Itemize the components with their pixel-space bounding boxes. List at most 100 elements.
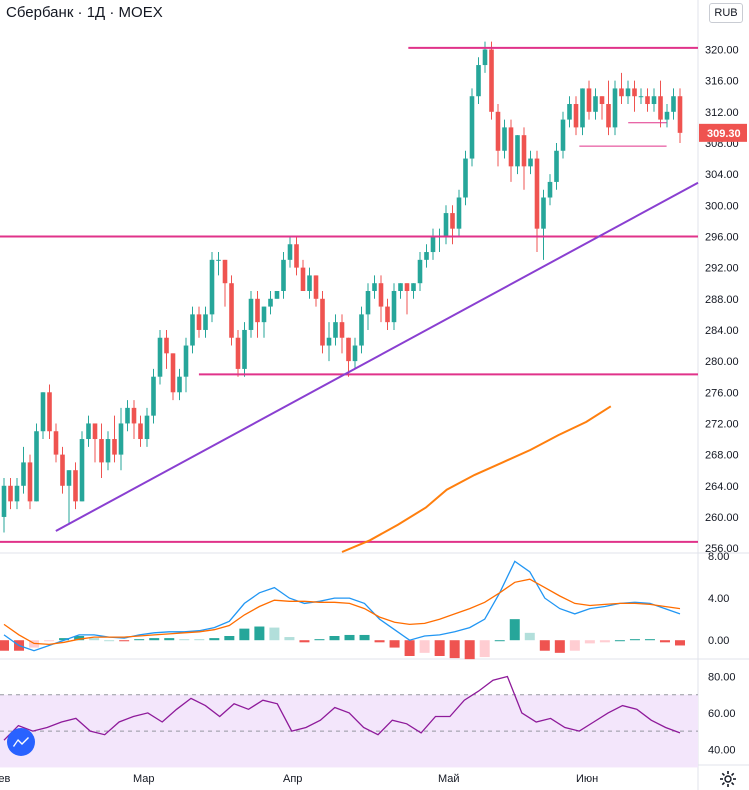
macd-histogram-bar	[449, 640, 460, 659]
candle-body	[196, 314, 202, 330]
macd-histogram-bar	[149, 638, 160, 641]
macd-histogram-bar	[644, 639, 655, 641]
candle-body	[144, 415, 150, 440]
candle-body	[268, 298, 273, 307]
price-tick-label: 304.00	[705, 169, 739, 181]
macd-histogram-bar	[104, 640, 115, 642]
macd-histogram-bar	[269, 627, 280, 641]
price-tick-label: 276.00	[705, 387, 739, 399]
candle-body	[586, 88, 592, 112]
rsi-tick-label: 80.00	[708, 672, 736, 684]
candle-body	[463, 158, 468, 198]
last-price-label: 309.30	[707, 128, 741, 140]
macd-histogram-bar	[419, 640, 430, 653]
candle-body	[287, 244, 293, 260]
candle-body	[515, 135, 520, 167]
candle-body	[138, 423, 143, 440]
candle-body	[53, 431, 59, 455]
candle-body	[528, 158, 533, 167]
candle-body	[508, 127, 514, 167]
candle-body	[190, 314, 195, 346]
candle-body	[313, 275, 319, 299]
candle-body	[378, 283, 384, 307]
candle-body	[365, 291, 371, 315]
candle-body	[632, 88, 637, 97]
price-tick-label: 312.00	[705, 107, 739, 119]
candle-body	[619, 88, 624, 97]
candle-body	[112, 439, 117, 455]
macd-histogram-bar	[299, 640, 310, 643]
candle-body	[47, 392, 52, 432]
candle-body	[151, 376, 156, 416]
candle-body	[599, 96, 605, 105]
macd-histogram-bar	[344, 634, 355, 641]
candle-body	[73, 470, 78, 502]
moving-average-line	[341, 405, 612, 553]
macd-histogram-bar	[314, 639, 325, 641]
candle-body	[34, 431, 39, 502]
candle-body	[326, 337, 332, 346]
price-tick-label: 284.00	[705, 325, 739, 337]
chart-title: Сбербанк · 1Д · MOEX	[6, 4, 163, 21]
candle-body	[222, 259, 228, 284]
candle-body	[456, 197, 462, 229]
gear-icon[interactable]	[718, 769, 738, 789]
price-tick-label: 268.00	[705, 450, 739, 462]
candle-body	[177, 376, 182, 393]
price-tick-label: 292.00	[705, 263, 739, 275]
macd-histogram-bar	[584, 640, 595, 644]
macd-histogram-bar	[284, 637, 295, 641]
candle-body	[567, 104, 572, 120]
candle-body	[404, 283, 410, 291]
price-tick-label: 264.00	[705, 481, 739, 493]
macd-histogram-bar	[209, 638, 220, 641]
currency-badge[interactable]: RUB	[709, 3, 743, 23]
macd-histogram-bar	[194, 639, 205, 641]
macd-histogram-bar	[659, 640, 670, 643]
candle-body	[203, 314, 208, 330]
macd-tick-label: 8.00	[708, 551, 729, 563]
candle-body	[294, 244, 299, 268]
candle-body	[105, 439, 111, 463]
candle-body	[8, 485, 13, 502]
price-tick-label: 256.00	[705, 543, 739, 555]
candle-body	[359, 314, 364, 346]
candle-body	[573, 104, 579, 128]
candle-body	[229, 283, 234, 338]
candle-body	[547, 181, 553, 198]
candle-body	[352, 345, 358, 362]
time-axis-label: Фев	[0, 773, 10, 785]
candle-body	[92, 423, 98, 440]
price-tick-label: 260.00	[705, 512, 739, 524]
price-tick-label: 316.00	[705, 76, 739, 88]
candle-body	[417, 259, 423, 284]
candle-body	[372, 283, 377, 291]
time-axis-label: Май	[438, 773, 460, 785]
rsi-tick-label: 40.00	[708, 744, 736, 756]
macd-histogram-bar	[389, 640, 400, 648]
candle-body	[612, 88, 618, 128]
macd-histogram-bar	[434, 640, 445, 656]
candle-body	[391, 291, 397, 323]
macd-histogram-bar	[675, 640, 685, 646]
candle-body	[339, 322, 345, 338]
macd-histogram-bar	[404, 640, 415, 656]
price-tick-label: 272.00	[705, 418, 739, 430]
candle-body	[450, 213, 455, 229]
tradingview-logo-icon[interactable]	[6, 727, 36, 757]
candle-body	[489, 49, 494, 112]
signal-line	[3, 578, 681, 646]
macd-histogram-bar	[0, 640, 9, 651]
candle-body	[274, 291, 280, 299]
candle-body	[580, 88, 585, 128]
candle-body	[385, 306, 390, 323]
price-tick-label: 288.00	[705, 294, 739, 306]
macd-histogram-bar	[524, 632, 535, 641]
macd-histogram-bar	[59, 638, 70, 641]
macd-histogram-bar	[374, 640, 385, 643]
candle-body	[164, 337, 169, 354]
candle-body	[651, 96, 657, 105]
candle-body	[521, 135, 527, 167]
candle-body	[307, 275, 312, 291]
